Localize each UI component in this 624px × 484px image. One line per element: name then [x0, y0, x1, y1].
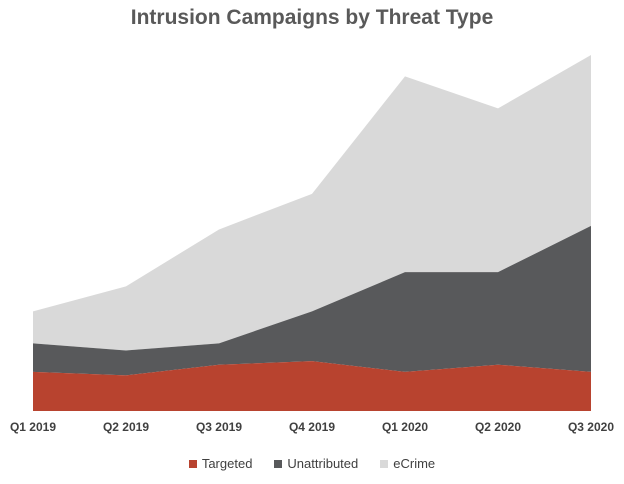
x-tick-label: Q3 2020 — [568, 420, 614, 434]
legend: Targeted Unattributed eCrime — [0, 456, 624, 471]
area-ecrime — [33, 55, 591, 351]
area-targeted — [33, 361, 591, 411]
legend-item-ecrime: eCrime — [380, 456, 435, 471]
x-tick-label: Q2 2020 — [475, 420, 521, 434]
legend-label: Targeted — [201, 456, 253, 471]
area-unattributed — [33, 225, 591, 376]
x-tick-label: Q1 2020 — [382, 420, 428, 434]
legend-item-targeted: Targeted — [188, 456, 253, 471]
legend-item-unattributed: Unattributed — [274, 456, 358, 471]
x-tick-label: Q3 2019 — [196, 420, 242, 434]
legend-label: Unattributed — [287, 456, 359, 471]
legend-swatch — [274, 459, 283, 468]
legend-swatch — [380, 459, 389, 468]
legend-swatch — [188, 459, 197, 468]
chart-title: Intrusion Campaigns by Threat Type — [130, 6, 494, 29]
x-tick-label: Q1 2019 — [10, 420, 56, 434]
x-tick-label: Q2 2019 — [103, 420, 149, 434]
legend-label: eCrime — [393, 456, 436, 471]
x-tick-label: Q4 2019 — [289, 420, 335, 434]
